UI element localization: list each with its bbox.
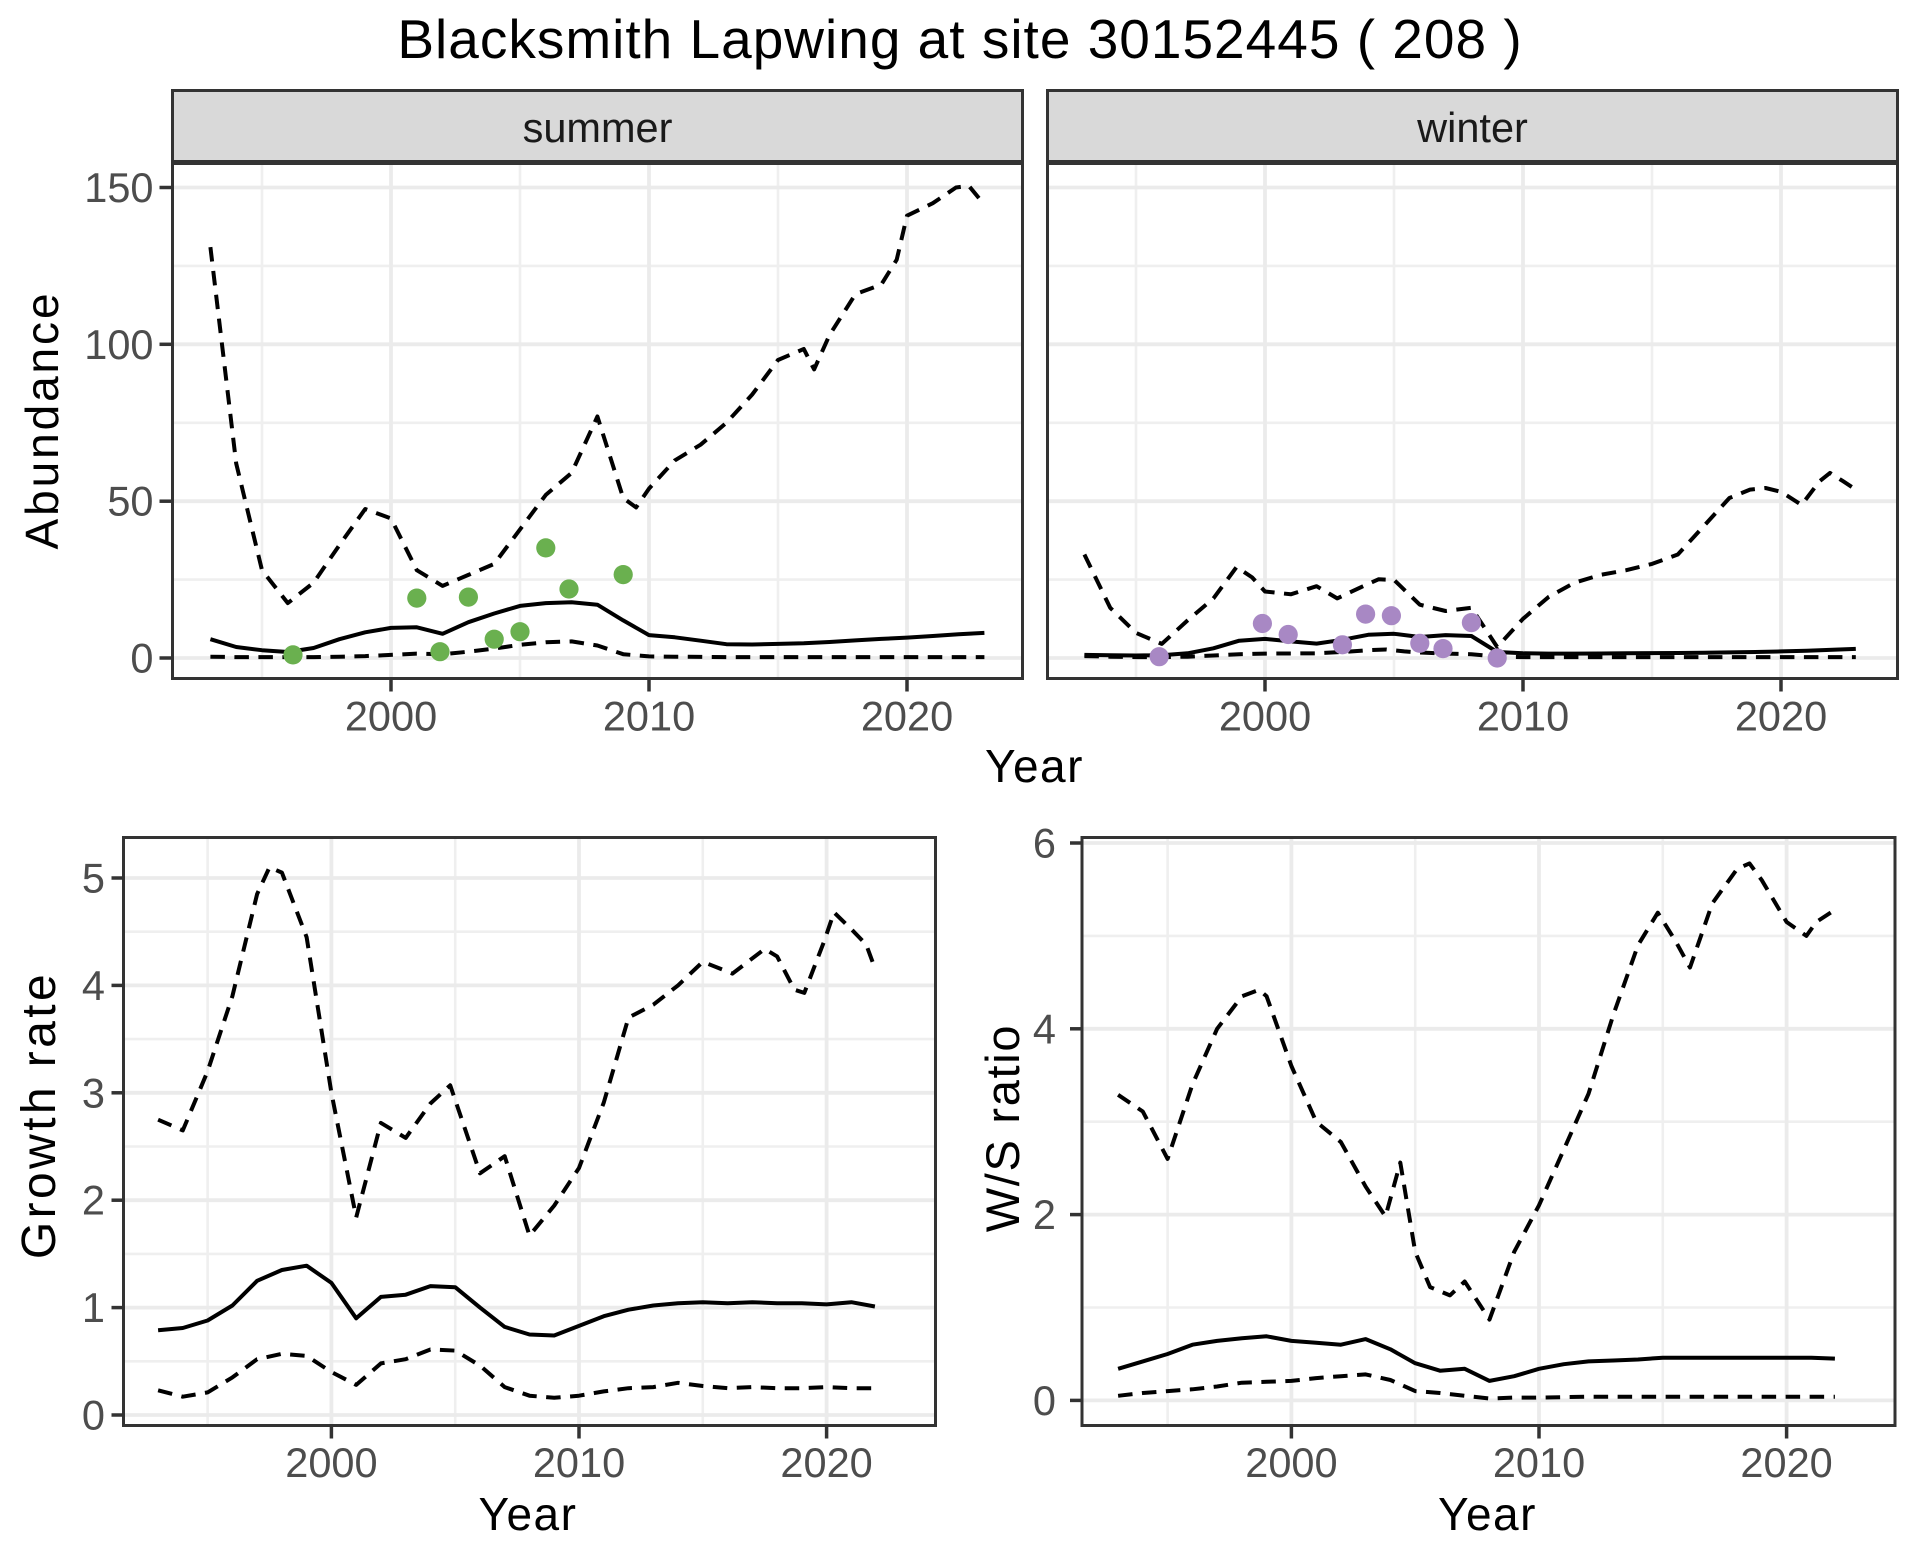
svg-text:Year: Year <box>479 1488 578 1540</box>
svg-text:150: 150 <box>84 164 153 211</box>
svg-text:2: 2 <box>82 1177 105 1224</box>
svg-text:5: 5 <box>82 855 105 902</box>
svg-text:summer: summer <box>523 104 673 151</box>
svg-text:winter: winter <box>1416 104 1528 151</box>
svg-text:2020: 2020 <box>780 1439 872 1486</box>
svg-text:2000: 2000 <box>1219 693 1311 740</box>
svg-text:100: 100 <box>84 321 153 368</box>
svg-text:2000: 2000 <box>345 693 437 740</box>
svg-text:2: 2 <box>1033 1191 1056 1238</box>
svg-text:2010: 2010 <box>1477 693 1569 740</box>
svg-text:2020: 2020 <box>861 693 953 740</box>
svg-text:4: 4 <box>1033 1005 1056 1052</box>
svg-text:2010: 2010 <box>533 1439 625 1486</box>
svg-text:Abundance: Abundance <box>16 291 68 550</box>
svg-text:2020: 2020 <box>1740 1439 1832 1486</box>
svg-text:50: 50 <box>107 478 153 525</box>
svg-text:W/S ratio: W/S ratio <box>976 1024 1029 1233</box>
svg-text:6: 6 <box>1033 820 1056 867</box>
svg-text:1: 1 <box>82 1284 105 1331</box>
svg-text:0: 0 <box>1033 1377 1056 1424</box>
svg-text:3: 3 <box>82 1069 105 1116</box>
svg-text:2020: 2020 <box>1735 693 1827 740</box>
svg-text:2010: 2010 <box>1493 1439 1585 1486</box>
svg-text:Growth rate: Growth rate <box>13 971 66 1259</box>
svg-text:2000: 2000 <box>285 1439 377 1486</box>
svg-text:0: 0 <box>82 1392 105 1439</box>
svg-text:Blacksmith Lapwing at site 301: Blacksmith Lapwing at site 30152445 ( 20… <box>397 8 1522 70</box>
svg-text:2000: 2000 <box>1245 1439 1337 1486</box>
svg-text:Year: Year <box>985 740 1084 792</box>
svg-text:4: 4 <box>82 962 105 1009</box>
svg-text:Year: Year <box>1438 1488 1537 1540</box>
svg-text:2010: 2010 <box>603 693 695 740</box>
svg-text:0: 0 <box>130 635 153 682</box>
